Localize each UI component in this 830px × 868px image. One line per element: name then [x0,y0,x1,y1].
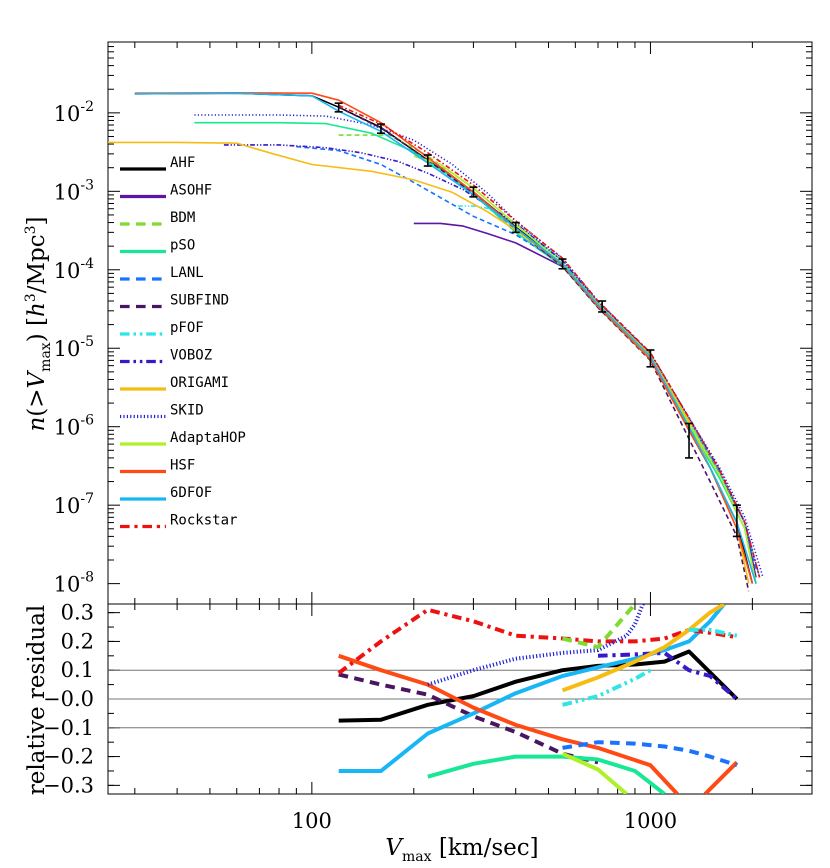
top-y-tick-label: 10-2 [54,99,94,126]
top-y-tick-label: 10-8 [54,570,94,597]
bottom-y-tick-label: 0.3 [61,601,94,625]
cumulative-panel: 10-2 10-3 10-4 10-5 10-6 10-7 10-8 [54,41,813,605]
residual-line-skid [427,604,645,687]
residual-line-lanl [562,740,738,768]
bottom-y-tick-label: −0.1 [43,716,94,740]
residual-line-origami [561,604,726,693]
residual-line-hsf [338,653,679,794]
bottom-y-tick-label: −0.2 [43,745,94,769]
series-line-asohf [413,222,757,578]
series-line-subfind [338,106,750,592]
legend-label-origami: ORIGAMI [170,375,229,391]
residual-line-pfof [562,668,652,707]
legend-label-pso: pSO [170,238,195,254]
x-tick-label: 1000 [624,809,677,833]
bottom-y-tick-label: 0.2 [61,629,94,653]
legend-label-adaptahop: AdaptaHOP [170,430,246,446]
y-axis-title-bottom: relative residual [24,605,50,796]
series-line-lanl [296,145,757,570]
legend-label-skid: SKID [170,403,204,419]
residual-line-adaptahop [561,751,628,794]
legend-label-lanl: LANL [170,265,204,281]
x-tick-label: 100 [292,809,332,833]
series-line-pso [194,121,757,584]
legend-label-pfof: pFOF [170,320,204,336]
legend: AHF ASOHF BDM pSO LANL SUBFIND pFOF VOBOZ ORIGAM… [120,155,246,529]
legend-label-hsf: HSF [170,458,195,474]
bottom-y-tick-label: −0.3 [43,773,94,797]
legend-label-asohf: ASOHF [170,183,212,199]
top-y-tick-label: 10-7 [54,491,94,518]
series-line-skid [194,114,764,578]
series-line-adaptahop [413,155,757,584]
top-y-tick-label: 10-3 [54,177,94,204]
residual-line-bdm [562,604,637,650]
top-y-tick-label: 10-5 [54,334,94,361]
residual-line-pfof [689,627,738,638]
residual-line-6dfof [338,604,726,773]
residual-line-ahf [338,649,739,723]
top-y-tick-label: 10-4 [54,256,94,283]
legend-label-bdm: BDM [170,210,195,226]
top-y-tick-label: 10-6 [54,413,94,440]
bottom-y-tick-label: 0.1 [61,658,94,682]
residual-line-hsf [703,760,739,794]
residual-line-pso [427,754,666,794]
legend-label-rockstar: Rockstar [170,513,237,529]
legend-label-subfind: SUBFIND [170,293,229,309]
residual-line-voboz [597,650,739,701]
legend-label-ahf: AHF [170,155,195,171]
bottom-y-tick-label: −0.0 [43,687,94,711]
residual-panel: 100 1000 0.3 0.2 0.1 −0.0 −0.1 −0.2 −0.3 [43,601,813,833]
legend-label-voboz: VOBOZ [170,348,212,364]
x-axis-title: Vmax [km/sec] [385,835,538,864]
series-line-6dfof [134,92,757,584]
y-axis-title-top: n(>Vmax) [h3/Mpc3] [23,216,54,431]
series-line-pfof [457,205,761,578]
legend-label-6dfof: 6DFOF [170,485,212,501]
top-series-group [108,92,764,592]
series-line-bdm [338,134,757,584]
residual-series-group [337,604,739,794]
series-line-rockstar [338,104,761,578]
